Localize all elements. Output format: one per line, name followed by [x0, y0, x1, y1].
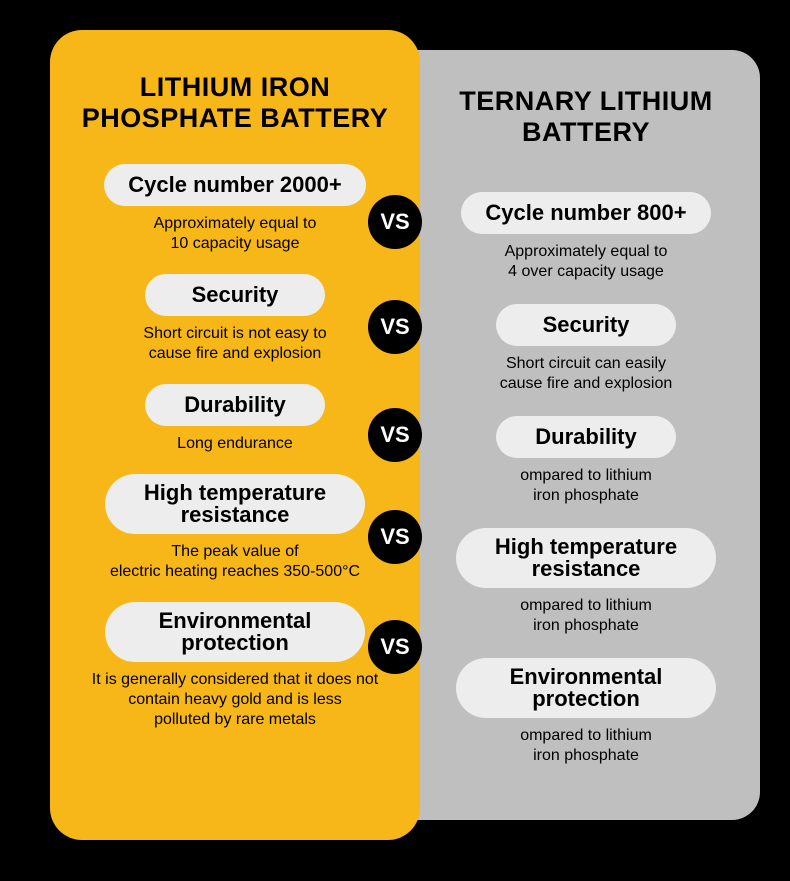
- vs-badge-1: VS: [368, 300, 422, 354]
- vs-badge-4: VS: [368, 620, 422, 674]
- pill-security-right: Security: [496, 304, 676, 346]
- desc-line: Short circuit is not easy to: [143, 325, 326, 342]
- left-row-2: Durability Long endurance: [68, 384, 402, 454]
- right-row-0: Cycle number 800+ Approximately equal to…: [430, 192, 742, 282]
- pill-cycle-right: Cycle number 800+: [461, 192, 710, 234]
- desc: Long endurance: [68, 434, 402, 454]
- pill-line: protection: [532, 686, 640, 711]
- vs-badge-3: VS: [368, 510, 422, 564]
- desc-line: Long endurance: [177, 435, 293, 452]
- pill-line: resistance: [532, 556, 641, 581]
- desc-line: It is generally considered that it does …: [92, 671, 378, 688]
- desc-line: cause fire and explosion: [149, 345, 322, 362]
- right-title-line1: TERNARY LITHIUM: [459, 86, 713, 116]
- right-row-3: High temperature resistance ompared to l…: [430, 528, 742, 636]
- left-title: LITHIUM IRON PHOSPHATE BATTERY: [68, 72, 402, 134]
- vs-label: VS: [380, 422, 409, 448]
- pill-durability-left: Durability: [145, 384, 325, 426]
- desc: ompared to lithium iron phosphate: [430, 596, 742, 636]
- vs-label: VS: [380, 209, 409, 235]
- desc: Approximately equal to 10 capacity usage: [68, 214, 402, 254]
- desc-line: Short circuit can easily: [506, 355, 666, 372]
- left-panel: LITHIUM IRON PHOSPHATE BATTERY Cycle num…: [50, 30, 420, 840]
- pill-cycle-left: Cycle number 2000+: [104, 164, 365, 206]
- left-title-line2: PHOSPHATE BATTERY: [82, 103, 389, 133]
- desc-line: Approximately equal to: [505, 243, 668, 260]
- vs-badge-0: VS: [368, 195, 422, 249]
- desc: ompared to lithium iron phosphate: [430, 726, 742, 766]
- desc-line: Approximately equal to: [154, 215, 317, 232]
- desc-line: 10 capacity usage: [171, 235, 300, 252]
- desc-line: iron phosphate: [533, 617, 639, 634]
- desc-line: ompared to lithium: [520, 467, 652, 484]
- left-row-3: High temperature resistance The peak val…: [68, 474, 402, 582]
- desc-line: contain heavy gold and is less: [128, 691, 341, 708]
- pill-line: protection: [181, 630, 289, 655]
- desc-line: 4 over capacity usage: [508, 263, 664, 280]
- desc-line: electric heating reaches 350-500°C: [110, 563, 360, 580]
- right-title-line2: BATTERY: [522, 117, 650, 147]
- right-row-2: Durability ompared to lithium iron phosp…: [430, 416, 742, 506]
- desc: ompared to lithium iron phosphate: [430, 466, 742, 506]
- desc: Short circuit can easily cause fire and …: [430, 354, 742, 394]
- desc: Approximately equal to 4 over capacity u…: [430, 242, 742, 282]
- desc-line: iron phosphate: [533, 747, 639, 764]
- desc-line: iron phosphate: [533, 487, 639, 504]
- left-title-line1: LITHIUM IRON: [140, 72, 330, 102]
- right-panel: TERNARY LITHIUM BATTERY Cycle number 800…: [390, 50, 760, 820]
- pill-env-right: Environmental protection: [456, 658, 716, 718]
- pill-line: resistance: [181, 502, 290, 527]
- pill-hightemp-left: High temperature resistance: [105, 474, 365, 534]
- desc-line: cause fire and explosion: [500, 375, 673, 392]
- desc-line: polluted by rare metals: [154, 711, 316, 728]
- desc: It is generally considered that it does …: [68, 670, 402, 730]
- right-row-4: Environmental protection ompared to lith…: [430, 658, 742, 766]
- vs-label: VS: [380, 314, 409, 340]
- desc: The peak value of electric heating reach…: [68, 542, 402, 582]
- desc-line: ompared to lithium: [520, 597, 652, 614]
- vs-label: VS: [380, 524, 409, 550]
- desc-line: The peak value of: [171, 543, 298, 560]
- desc: Short circuit is not easy to cause fire …: [68, 324, 402, 364]
- left-row-0: Cycle number 2000+ Approximately equal t…: [68, 164, 402, 254]
- comparison-infographic: TERNARY LITHIUM BATTERY Cycle number 800…: [0, 0, 790, 881]
- pill-security-left: Security: [145, 274, 325, 316]
- pill-durability-right: Durability: [496, 416, 676, 458]
- vs-label: VS: [380, 634, 409, 660]
- pill-env-left: Environmental protection: [105, 602, 365, 662]
- left-row-4: Environmental protection It is generally…: [68, 602, 402, 730]
- left-row-1: Security Short circuit is not easy to ca…: [68, 274, 402, 364]
- vs-badge-2: VS: [368, 408, 422, 462]
- desc-line: ompared to lithium: [520, 727, 652, 744]
- pill-hightemp-right: High temperature resistance: [456, 528, 716, 588]
- right-title: TERNARY LITHIUM BATTERY: [430, 86, 742, 148]
- right-row-1: Security Short circuit can easily cause …: [430, 304, 742, 394]
